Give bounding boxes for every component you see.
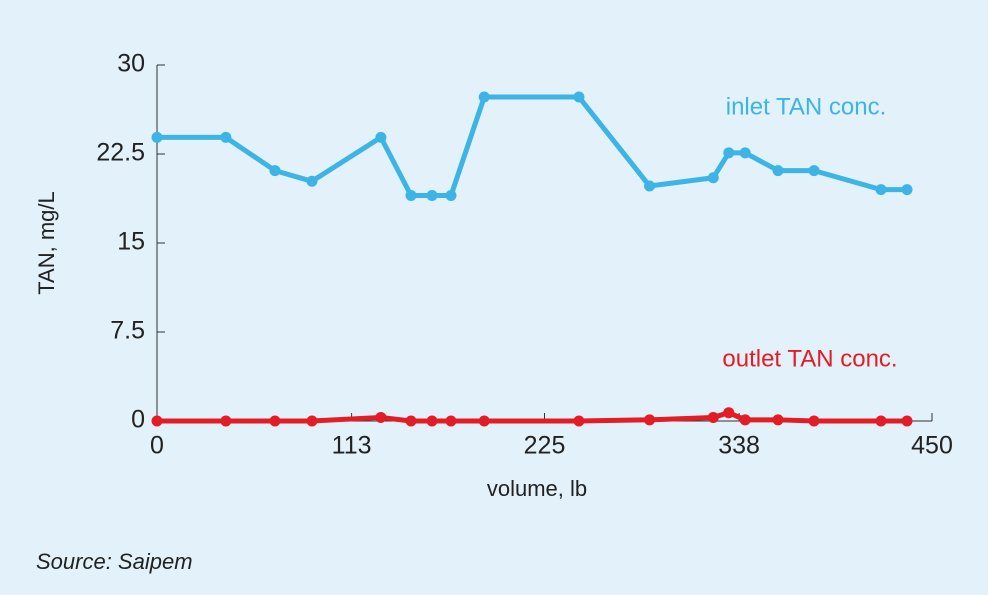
series-label: inlet TAN conc. xyxy=(726,93,887,120)
point xyxy=(445,190,457,202)
point xyxy=(306,175,318,187)
x-tick-label: 450 xyxy=(911,432,953,460)
y-axis-title: TAN, mg/L xyxy=(34,191,59,295)
point xyxy=(573,91,585,103)
point xyxy=(405,190,417,202)
point xyxy=(644,414,656,426)
series-line xyxy=(157,410,908,424)
point xyxy=(772,165,784,177)
x-tick-label: 225 xyxy=(524,432,566,460)
point xyxy=(426,190,438,202)
x-tick-label: 338 xyxy=(718,432,760,460)
point xyxy=(151,415,163,427)
point xyxy=(478,415,490,427)
point xyxy=(220,415,232,427)
point xyxy=(739,414,751,426)
x-axis-title: volume, lb xyxy=(487,476,587,501)
point xyxy=(772,414,784,426)
y-tick-label: 15 xyxy=(117,228,145,256)
point xyxy=(901,184,913,196)
point xyxy=(269,165,281,177)
point xyxy=(269,415,281,427)
point xyxy=(478,91,490,103)
point xyxy=(723,407,735,419)
point xyxy=(445,415,457,427)
point xyxy=(875,184,887,196)
point xyxy=(723,147,735,159)
point xyxy=(151,131,163,143)
point xyxy=(808,415,820,427)
point xyxy=(405,415,417,427)
series-label: outlet TAN conc. xyxy=(722,345,897,372)
y-tick-label: 22.5 xyxy=(96,139,145,167)
point xyxy=(875,415,887,427)
y-tick-label: 7.5 xyxy=(110,317,145,345)
point xyxy=(426,415,438,427)
source-note: Source: Saipem xyxy=(36,549,193,574)
point xyxy=(375,411,387,423)
point xyxy=(901,415,913,427)
y-tick-label: 0 xyxy=(131,406,145,434)
point xyxy=(573,415,585,427)
point xyxy=(644,180,656,192)
point xyxy=(707,411,719,423)
point xyxy=(375,131,387,143)
x-tick-label: 113 xyxy=(332,432,372,460)
x-tick-label: 0 xyxy=(150,432,164,460)
point xyxy=(739,147,751,159)
series-line xyxy=(157,94,908,199)
y-tick-label: 30 xyxy=(117,50,145,78)
point xyxy=(306,415,318,427)
point xyxy=(220,131,232,143)
point xyxy=(808,165,820,177)
point xyxy=(707,172,719,184)
